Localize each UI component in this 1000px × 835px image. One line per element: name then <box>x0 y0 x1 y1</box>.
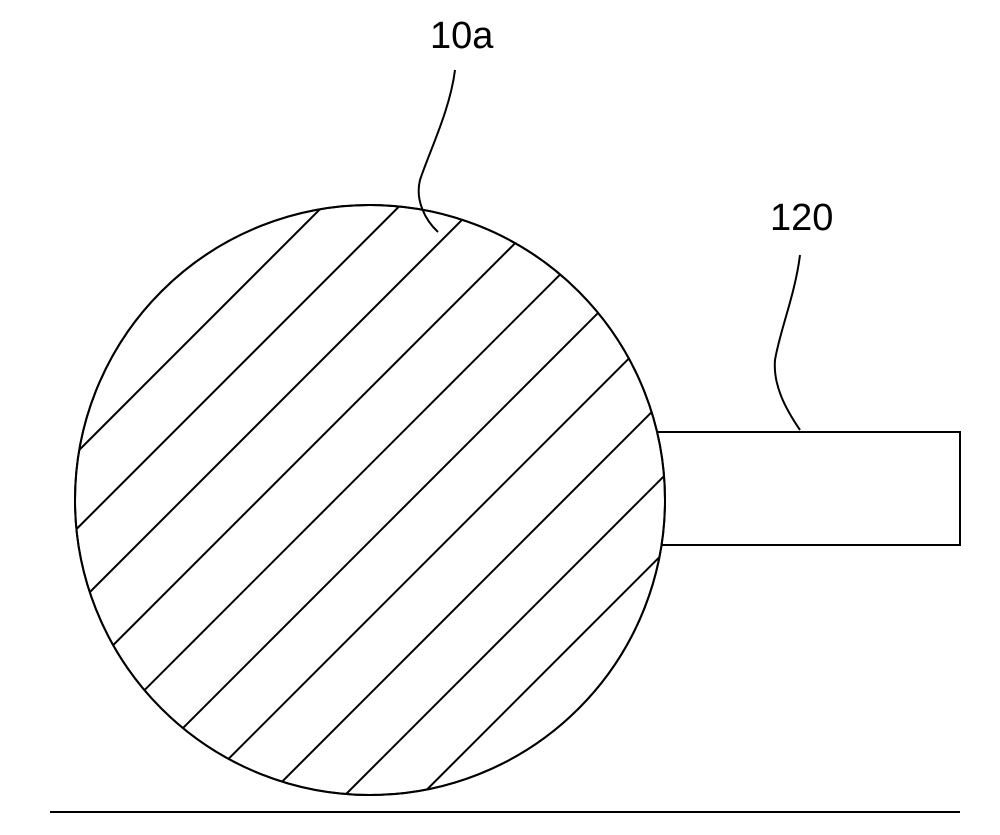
label-120-pointer <box>775 255 800 430</box>
hatched-circle <box>75 205 665 795</box>
technical-diagram: 10a 120 <box>0 0 1000 835</box>
label-10a: 10a <box>430 15 494 57</box>
labels: 10a 120 <box>430 15 833 239</box>
label-120: 120 <box>770 197 833 239</box>
label-10a-pointer <box>419 70 455 232</box>
tab-rectangle <box>640 432 960 545</box>
